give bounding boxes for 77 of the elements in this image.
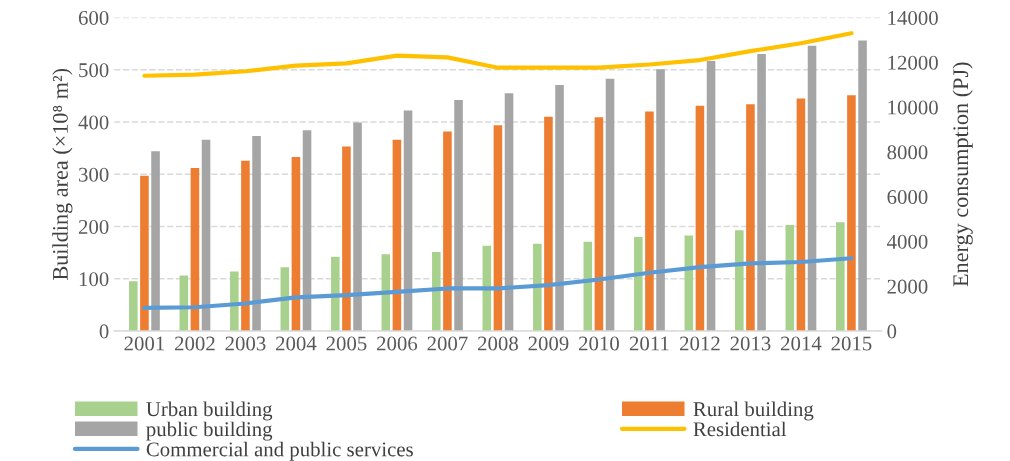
x-tick-label: 2003 [225, 336, 266, 351]
y-tick-label: 100 [79, 272, 109, 287]
x-tick-label: 2007 [427, 336, 468, 351]
bar [230, 271, 239, 331]
y-tick-label: 300 [79, 167, 109, 182]
bar [443, 131, 452, 331]
x-tick-label: 2015 [831, 336, 872, 351]
bar [201, 139, 211, 331]
x-tick-label: 2006 [377, 336, 418, 351]
y-tick-label: 500 [79, 63, 109, 78]
legend-label: Rural building [693, 401, 814, 421]
bar [403, 110, 413, 331]
bar [190, 167, 200, 331]
bar [847, 95, 856, 331]
x-tick-label: 2011 [629, 336, 669, 351]
bar [757, 54, 766, 331]
bar [454, 100, 463, 331]
bar [594, 117, 604, 331]
bar [656, 69, 665, 331]
y2-tick-label: 0 [887, 324, 897, 339]
y-tick-label: 0 [99, 324, 109, 339]
bar [151, 151, 160, 331]
bar [432, 252, 441, 331]
x-tick-label: 2004 [276, 336, 317, 351]
bar [291, 157, 301, 331]
bar [807, 45, 817, 331]
bar [796, 98, 806, 331]
legend-label: Urban building [146, 401, 273, 421]
bar [544, 116, 553, 331]
x-tick-label: 2012 [680, 336, 720, 351]
bar [746, 104, 755, 331]
y-axis-title: Building area (×10⁸ m²) [52, 68, 73, 280]
bar [241, 160, 250, 331]
bar [836, 222, 845, 331]
x-tick-label: 2008 [478, 336, 518, 351]
bar [533, 243, 542, 331]
x-tick-label: 2014 [781, 336, 822, 351]
x-tick-label: 2002 [175, 336, 215, 351]
y2-tick-label: 10000 [888, 100, 938, 115]
bar [140, 175, 149, 331]
bar [493, 125, 503, 331]
x-tick-label: 2001 [124, 336, 165, 351]
bar [695, 105, 705, 331]
bar [706, 60, 716, 331]
bar [858, 40, 867, 331]
y-tick-label: 400 [78, 115, 109, 130]
y-tick-label: 200 [78, 219, 109, 234]
y2-tick-label: 12000 [888, 55, 938, 70]
y2-tick-label: 4000 [887, 234, 928, 249]
bar [735, 230, 744, 331]
legend-label: Commercial and public services [146, 441, 413, 461]
bar [555, 84, 564, 331]
y-tick-label: 600 [78, 10, 109, 25]
bar [331, 256, 340, 331]
bar [129, 281, 138, 331]
bar [645, 111, 654, 331]
y2-tick-label: 14000 [888, 10, 938, 25]
x-tick-label: 2009 [528, 336, 569, 351]
bar [634, 236, 643, 331]
y2-tick-label: 6000 [887, 190, 928, 205]
bar [342, 146, 351, 331]
x-tick-label: 2013 [730, 336, 771, 351]
y2-axis-title: Energy consumption (PJ) [952, 62, 973, 287]
legend-label: Residential [693, 421, 787, 437]
bar [252, 136, 261, 331]
x-tick-label: 2010 [579, 336, 619, 351]
bar [504, 93, 514, 331]
bar [353, 122, 362, 331]
y2-tick-label: 2000 [887, 279, 928, 294]
y2-tick-label: 8000 [887, 145, 928, 160]
bar [605, 78, 615, 331]
bar [392, 139, 402, 331]
bar [302, 130, 312, 331]
x-tick-label: 2005 [326, 336, 367, 351]
line-series [142, 256, 854, 311]
line-series [142, 31, 854, 78]
legend-label: public building [146, 421, 273, 441]
